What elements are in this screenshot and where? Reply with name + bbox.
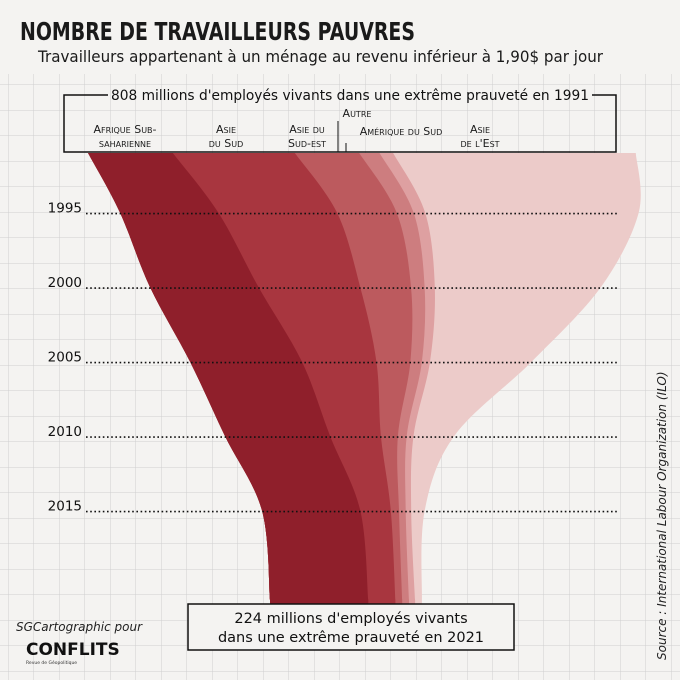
source-note: Source : International Labour Organizati… [655, 371, 669, 660]
bottom-box: 224 millions d'employés vivants dans une… [187, 603, 515, 651]
stream-layers [88, 153, 641, 606]
region-labels: Afrique Sub- saharienne Asie du Sud Asie… [93, 107, 500, 152]
conflits-logo: CONFLITS [26, 640, 120, 660]
label-sa-1: Asie [216, 123, 236, 136]
credit: SGCartographic pour CONFLITS Revue de Gé… [16, 620, 143, 666]
top-bracket: 808 millions d'employés vivants dans une… [63, 88, 617, 153]
header-band [0, 0, 680, 74]
page-subtitle: Travailleurs appartenant à un ménage au … [37, 47, 603, 66]
label-ea-2: de l'Est [460, 137, 499, 150]
label-sa-2: du Sud [209, 137, 244, 150]
page-title: NOMBRE DE TRAVAILLEURS PAUVRES [20, 17, 415, 46]
label-latam: Amérique du Sud [360, 125, 443, 138]
year-tick-label-2000: 2000 [48, 275, 82, 291]
label-ea-1: Asie [470, 123, 490, 136]
year-tick-label-1995: 1995 [48, 201, 82, 217]
year-tick-label-2015: 2015 [48, 499, 82, 515]
year-tick-label-2005: 2005 [48, 350, 82, 366]
conflits-logo-tagline: Revue de Géopolitique [26, 659, 77, 666]
label-ssa-2: saharienne [99, 137, 151, 150]
bottom-box-line2: dans une extrême prauveté en 2021 [218, 630, 484, 646]
label-ssa-1: Afrique Sub- [93, 123, 156, 136]
label-sea-1: Asie du [289, 123, 325, 136]
label-other: Autre [343, 107, 372, 120]
credit-line1: SGCartographic pour [16, 620, 143, 634]
bottom-box-line1: 224 millions d'employés vivants [234, 611, 467, 627]
label-sea-2: Sud-est [288, 137, 326, 150]
year-ticks: 1995 2000 2005 2010 2015 [48, 201, 618, 515]
top-box-label: 808 millions d'employés vivants dans une… [111, 88, 589, 104]
stream-layer-ssa [88, 153, 369, 600]
year-tick-label-2010: 2010 [48, 424, 82, 440]
stream-stem-ssa [270, 600, 369, 606]
